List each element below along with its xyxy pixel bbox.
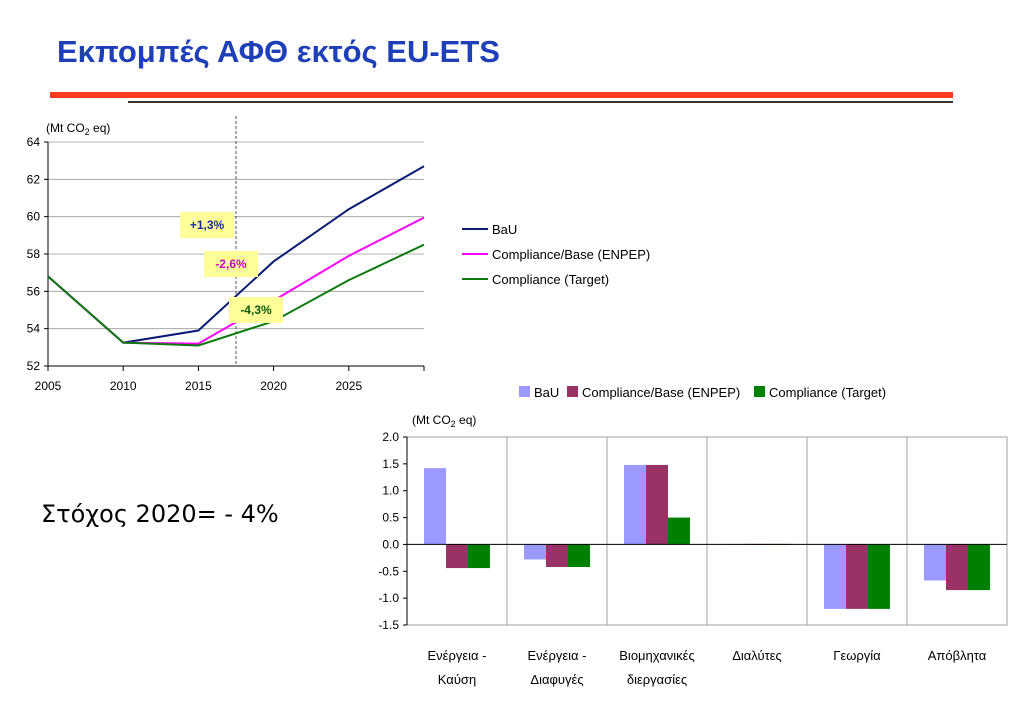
bar-category-label: Διαλύτες xyxy=(732,648,782,663)
line-y-tick-label: 60 xyxy=(27,210,41,224)
bar-mark xyxy=(924,544,946,581)
line-unit-label: (Mt CO2 eq) xyxy=(46,121,110,137)
line-chart: 64 62 60 58 56 54 52 2005 2010 2015 2020 2025 (Mt CO… xyxy=(27,116,650,393)
bar-mark xyxy=(824,544,846,609)
bar-mark xyxy=(946,544,968,591)
bar-y-tick-label: 0.5 xyxy=(382,511,399,525)
bar-legend-swatch xyxy=(754,386,765,397)
line-x-tick-label: 2015 xyxy=(185,379,212,393)
bar-mark xyxy=(868,544,890,609)
line-series xyxy=(47,243,425,347)
bar-category-label: Βιομηχανικές xyxy=(619,648,694,663)
title-underline-dark xyxy=(128,101,953,103)
line-y-tick-label: 54 xyxy=(27,322,41,336)
target-note: Στόχος 2020= - 4% xyxy=(41,500,279,528)
line-annotation-box xyxy=(229,297,283,323)
line-x-tick-label: 2010 xyxy=(110,379,137,393)
bar-legend-label: Compliance (Target) xyxy=(769,385,886,400)
line-annotation-label: -2,6% xyxy=(215,257,247,271)
bar-category-label: Γεωργία xyxy=(833,648,881,663)
bar-mark xyxy=(668,517,690,545)
line-x-tick-label: 2005 xyxy=(35,379,62,393)
line-y-tick-label: 52 xyxy=(27,359,41,373)
bar-legend-swatch xyxy=(519,386,530,397)
bar-legend-label: BaU xyxy=(534,385,559,400)
bar-mark xyxy=(646,464,668,545)
bar-category-label: Ενέργεια - xyxy=(427,648,486,663)
line-y-tick-label: 56 xyxy=(27,284,41,298)
bar-mark xyxy=(568,544,590,567)
line-legend-label: BaU xyxy=(492,222,517,237)
line-annotation-box xyxy=(204,251,258,277)
bar-category-label: Ενέργεια - xyxy=(527,648,586,663)
bar-mark xyxy=(546,544,568,567)
line-legend-label: Compliance (Target) xyxy=(492,272,609,287)
bar-y-tick-label: 1.5 xyxy=(382,457,399,471)
line-annotation-box xyxy=(180,212,234,238)
page-title: Εκπομπές ΑΦΘ εκτός EU-ETS xyxy=(57,34,500,69)
line-legend-label: Compliance/Base (ENPEP) xyxy=(492,247,650,262)
bar-category-label: Καύση xyxy=(438,672,476,687)
line-annotation-label: -4,3% xyxy=(240,303,272,317)
line-y-tick-label: 64 xyxy=(27,135,41,149)
bar-mark xyxy=(446,544,468,569)
title-underline-red xyxy=(50,92,953,98)
bar-mark xyxy=(968,544,990,591)
bar-y-tick-label: -1.5 xyxy=(378,618,399,632)
line-x-tick-label: 2025 xyxy=(335,379,362,393)
line-y-tick-label: 62 xyxy=(27,172,41,186)
bar-y-tick-label: -1.0 xyxy=(378,591,399,605)
line-y-tick-label: 58 xyxy=(27,247,41,261)
bar-mark xyxy=(468,544,490,569)
bar-y-tick-label: 1.0 xyxy=(382,484,399,498)
bar-legend-label: Compliance/Base (ENPEP) xyxy=(582,385,740,400)
bar-category-label: διεργασίες xyxy=(627,672,687,687)
bar-unit-label: (Mt CO2 eq) xyxy=(412,413,476,429)
bar-y-tick-label: -0.5 xyxy=(378,564,399,578)
bar-mark xyxy=(846,544,868,609)
line-annotation-label: +1,3% xyxy=(190,218,225,232)
bar-y-tick-label: 0.0 xyxy=(382,537,399,551)
bar-mark xyxy=(624,464,646,545)
bar-legend-swatch xyxy=(567,386,578,397)
bar-category-label: Απόβλητα xyxy=(928,648,987,663)
bar-y-tick-label: 2.0 xyxy=(382,430,399,444)
bar-mark xyxy=(424,468,446,545)
bar-mark xyxy=(524,544,546,560)
bar-category-label: Διαφυγές xyxy=(530,672,583,687)
line-x-tick-label: 2020 xyxy=(260,379,287,393)
